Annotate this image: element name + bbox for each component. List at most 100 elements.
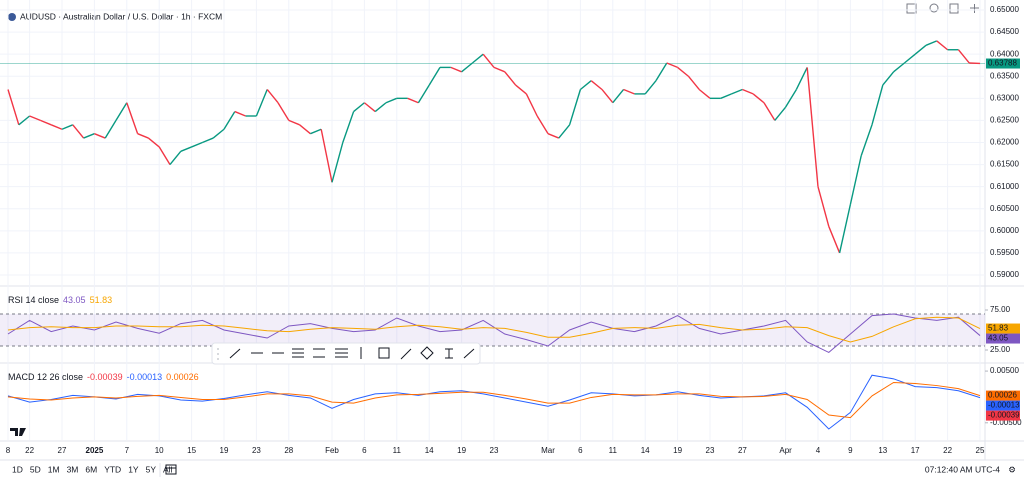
timeframe-button[interactable]: 5D [30, 464, 41, 474]
price-segment [353, 102, 365, 113]
price-segment [104, 120, 117, 139]
clock: 07:12:40 AM UTC-4 [925, 464, 1000, 474]
price-segment [644, 80, 657, 95]
price-segment [774, 106, 787, 121]
price-segment [29, 115, 41, 122]
price-segment [882, 71, 895, 86]
price-segment [320, 129, 333, 183]
indicator-line [7, 316, 981, 343]
timeframe-button[interactable]: All [163, 464, 173, 474]
timeframe-button[interactable]: 1M [48, 464, 60, 474]
x-tick-label: 13 [878, 446, 887, 455]
price-segment [147, 137, 160, 148]
drawing-toolbar[interactable] [211, 342, 481, 365]
timeframe-button[interactable]: YTD [104, 464, 121, 474]
timeframe-button[interactable]: 6M [85, 464, 97, 474]
axis-value-box [986, 333, 1020, 344]
x-tick-label: 4 [816, 446, 821, 455]
tv-logo [10, 428, 26, 436]
series-value: 43.05 [63, 295, 86, 305]
x-tick-label: 23 [252, 446, 261, 455]
price-segment [450, 66, 462, 73]
price-segment [40, 119, 52, 126]
price-segment [234, 110, 246, 117]
price-segment [7, 89, 20, 126]
series-value: 0.00026 [166, 372, 199, 382]
indicator-name: MACD 12 26 close [8, 372, 83, 382]
price-label: 0.63788 [988, 59, 1017, 68]
timeframe-button[interactable]: 3M [67, 464, 79, 474]
price-segment [914, 44, 927, 55]
indicator-title: RSI 14 close 43.05 51.83 [8, 295, 112, 305]
price-segment [50, 124, 63, 130]
y-tick-label: 0.00500 [990, 366, 1019, 375]
price-segment [417, 84, 430, 104]
price-segment [191, 141, 203, 148]
y-tick-label: 0.60000 [990, 226, 1019, 235]
axis-value-label: 0.00026 [988, 391, 1017, 400]
price-segment [795, 67, 808, 90]
x-tick-label: 10 [155, 446, 164, 455]
axis-value-label: 43.05 [988, 334, 1009, 343]
timeframe-button[interactable]: 5Y [146, 464, 157, 474]
x-tick-label: 14 [425, 446, 434, 455]
symbol-icon [8, 13, 16, 21]
timeframe-button[interactable]: 1Y [128, 464, 139, 474]
price-segment [677, 66, 689, 77]
price-segment [428, 67, 441, 86]
y-tick-label: -0.00500 [990, 418, 1022, 427]
price-segment [288, 119, 300, 126]
price-segment [806, 67, 819, 187]
price-segment [590, 80, 603, 91]
x-tick-label: 11 [393, 446, 402, 455]
indicator-title: MACD 12 26 close -0.00039 -0.00013 0.00026 [8, 372, 199, 382]
indicator-line [7, 374, 981, 430]
y-tick-label: 0.63000 [990, 93, 1019, 102]
price-segment [536, 115, 549, 135]
y-tick-label: 0.59000 [990, 270, 1019, 279]
y-tick-label: 0.62500 [990, 116, 1019, 125]
y-tick-label: 0.59500 [990, 248, 1019, 257]
x-tick-label: 28 [284, 446, 293, 455]
x-tick-label: 23 [490, 446, 499, 455]
price-segment [785, 89, 797, 108]
indicator-line [7, 313, 981, 353]
price-segment [579, 80, 592, 91]
y-tick-label: 0.60500 [990, 204, 1019, 213]
x-tick-label: 6 [578, 446, 583, 455]
x-tick-label: 2025 [86, 446, 104, 455]
axis-value-box [986, 390, 1020, 401]
price-segment [266, 89, 279, 104]
price-segment [169, 150, 182, 166]
price-segment [515, 84, 527, 95]
price-segment [299, 124, 311, 135]
settings-icon[interactable]: ⚙ [1008, 464, 1016, 474]
price-segment [871, 84, 884, 126]
price-segment [936, 40, 949, 51]
price-segment [180, 146, 192, 152]
x-tick-label: 6 [362, 446, 367, 455]
price-segment [493, 66, 506, 73]
axis-value-box [986, 410, 1020, 421]
x-tick-label: 19 [457, 446, 466, 455]
price-segment [547, 133, 560, 139]
price-segment [137, 133, 149, 139]
x-tick-label: 27 [58, 446, 67, 455]
axis-value-label: -0.00013 [988, 401, 1020, 410]
price-segment [202, 137, 214, 144]
x-tick-label: 19 [220, 446, 229, 455]
price-segment [158, 146, 171, 165]
price-segment [331, 142, 344, 183]
axis-value-box [986, 400, 1020, 411]
x-tick-label: 17 [911, 446, 920, 455]
price-segment [407, 97, 419, 104]
calendar-button[interactable] [165, 464, 177, 475]
x-tick-label: 8 [6, 446, 11, 455]
price-segment [212, 128, 225, 139]
x-tick-label: 19 [673, 446, 682, 455]
price-segment [612, 89, 625, 104]
x-tick-label: 15 [187, 446, 196, 455]
timeframe-button[interactable]: 1D [12, 464, 23, 474]
y-tick-label: 25.00 [990, 345, 1011, 354]
price-segment [310, 128, 322, 135]
